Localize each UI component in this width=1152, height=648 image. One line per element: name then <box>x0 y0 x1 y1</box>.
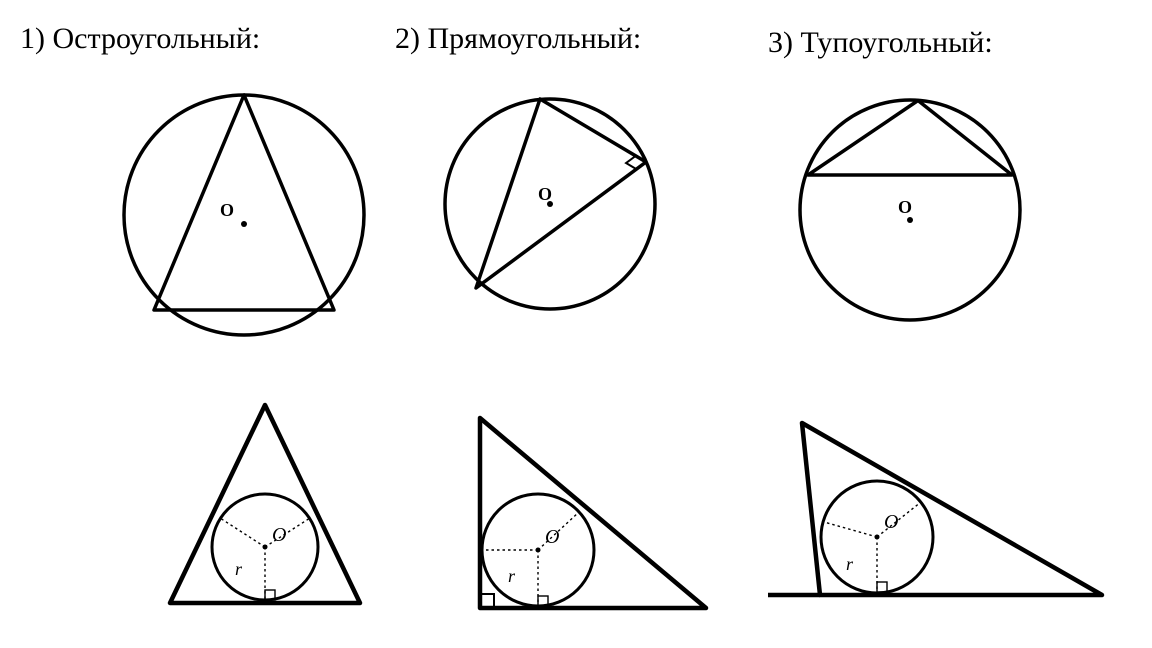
heading-obtuse: 3) Тупоугольный: <box>768 26 993 59</box>
circum-acute: O <box>124 95 364 335</box>
incircle-center-label-O: O <box>272 524 286 546</box>
radius-label-r: r <box>508 566 516 586</box>
radius-dotted <box>220 518 265 547</box>
center-label-O: O <box>898 197 912 217</box>
incircle-center-dot <box>536 548 541 553</box>
incircle-center-label-O: O <box>545 526 559 548</box>
triangle <box>154 95 334 310</box>
triangle <box>808 101 1012 176</box>
incircle-center-dot <box>263 545 268 550</box>
headings: 1) Остроугольный: 2) Прямоугольный: 3) Туп… <box>20 22 993 59</box>
incircle-center-dot <box>875 535 880 540</box>
center-dot <box>907 217 913 223</box>
inscribed-obtuse: Or <box>768 423 1102 595</box>
radius-label-r: r <box>235 559 243 579</box>
heading-acute: 1) Остроугольный: <box>20 22 260 55</box>
center-dot <box>241 221 247 227</box>
inscribed-right: Or <box>480 418 706 608</box>
circum-right: O <box>445 99 655 309</box>
triangle <box>170 405 360 603</box>
inscribed-acute: Or <box>170 405 360 603</box>
center-label-O: O <box>220 200 234 220</box>
incircle-center-label-O: O <box>884 511 898 533</box>
radius-dotted <box>824 522 877 537</box>
radius-label-r: r <box>846 554 854 574</box>
circum-obtuse: O <box>800 100 1020 320</box>
center-label-O: O <box>538 184 552 204</box>
heading-right: 2) Прямоугольный: <box>395 22 641 55</box>
